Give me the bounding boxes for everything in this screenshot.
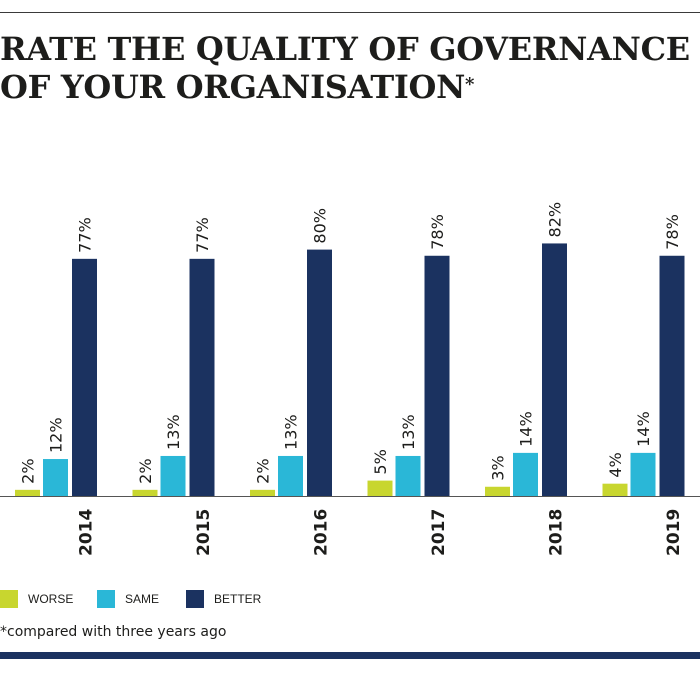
- legend-label-same: SAME: [125, 592, 160, 606]
- legend-swatch-better: [186, 590, 204, 608]
- x-tick-label-2015: 2015: [194, 509, 214, 556]
- legend-item-worse: WORSE: [0, 588, 73, 610]
- data-label-same-2015: 13%: [164, 414, 183, 450]
- x-tick-label-2019: 2019: [664, 509, 684, 556]
- data-label-better-2014: 77%: [76, 217, 95, 253]
- bar-better-2017: [424, 255, 450, 496]
- data-label-same-2014: 12%: [47, 417, 66, 453]
- bar-worse-2016: [250, 489, 275, 496]
- legend-item-same: SAME: [97, 588, 159, 610]
- x-tick-label-2018: 2018: [547, 509, 567, 556]
- legend-label-worse: WORSE: [28, 592, 74, 606]
- bar-better-2019: [659, 255, 685, 496]
- bar-same-2018: [513, 452, 538, 496]
- data-label-worse-2018: 3%: [489, 455, 508, 480]
- chart-title-line-1: RATE THE QUALITY OF GOVERNANCE: [0, 30, 690, 68]
- bar-worse-2014: [15, 489, 40, 496]
- data-label-worse-2014: 2%: [19, 458, 38, 483]
- bar-worse-2019: [602, 483, 628, 496]
- bottom-divider: [0, 652, 700, 659]
- data-label-same-2019: 14%: [634, 411, 653, 447]
- top-divider: [0, 12, 700, 13]
- footnote-marker: *: [465, 74, 475, 95]
- data-label-better-2019: 78%: [663, 214, 682, 250]
- bar-better-2015: [189, 258, 215, 496]
- legend-swatch-worse: [0, 590, 18, 608]
- legend-label-better: BETTER: [214, 592, 262, 606]
- data-label-better-2017: 78%: [428, 214, 447, 250]
- bar-worse-2015: [132, 489, 158, 496]
- data-label-worse-2016: 2%: [254, 458, 273, 483]
- data-label-better-2018: 82%: [546, 202, 565, 238]
- chart-title-line-2-text: OF YOUR ORGANISATION: [0, 68, 466, 106]
- x-tick-label-2014: 2014: [77, 509, 97, 556]
- data-label-same-2017: 13%: [399, 414, 418, 450]
- data-label-same-2018: 14%: [517, 411, 536, 447]
- data-label-worse-2019: 4%: [606, 452, 625, 477]
- chart-title-line-2: OF YOUR ORGANISATION*: [0, 68, 690, 106]
- bar-same-2016: [278, 455, 303, 496]
- bar-same-2014: [43, 459, 68, 496]
- bar-worse-2017: [367, 480, 393, 496]
- bar-better-2016: [307, 249, 332, 496]
- bar-better-2014: [72, 258, 97, 496]
- bar-worse-2018: [485, 486, 510, 496]
- chart-title: RATE THE QUALITY OF GOVERNANCE OF YOUR O…: [0, 30, 690, 106]
- data-label-worse-2017: 5%: [371, 449, 390, 474]
- x-tick-label-2016: 2016: [312, 509, 332, 556]
- bar-better-2018: [542, 243, 567, 496]
- data-label-better-2015: 77%: [193, 217, 212, 253]
- data-label-better-2016: 80%: [311, 208, 330, 244]
- bar-same-2019: [630, 452, 656, 496]
- bar-same-2015: [160, 455, 186, 496]
- legend-item-better: BETTER: [186, 588, 261, 610]
- data-label-worse-2015: 2%: [136, 458, 155, 483]
- data-label-same-2016: 13%: [282, 414, 301, 450]
- bar-same-2017: [395, 455, 421, 496]
- footnote: *compared with three years ago: [0, 624, 227, 640]
- x-tick-label-2017: 2017: [429, 509, 449, 556]
- legend-swatch-same: [97, 590, 115, 608]
